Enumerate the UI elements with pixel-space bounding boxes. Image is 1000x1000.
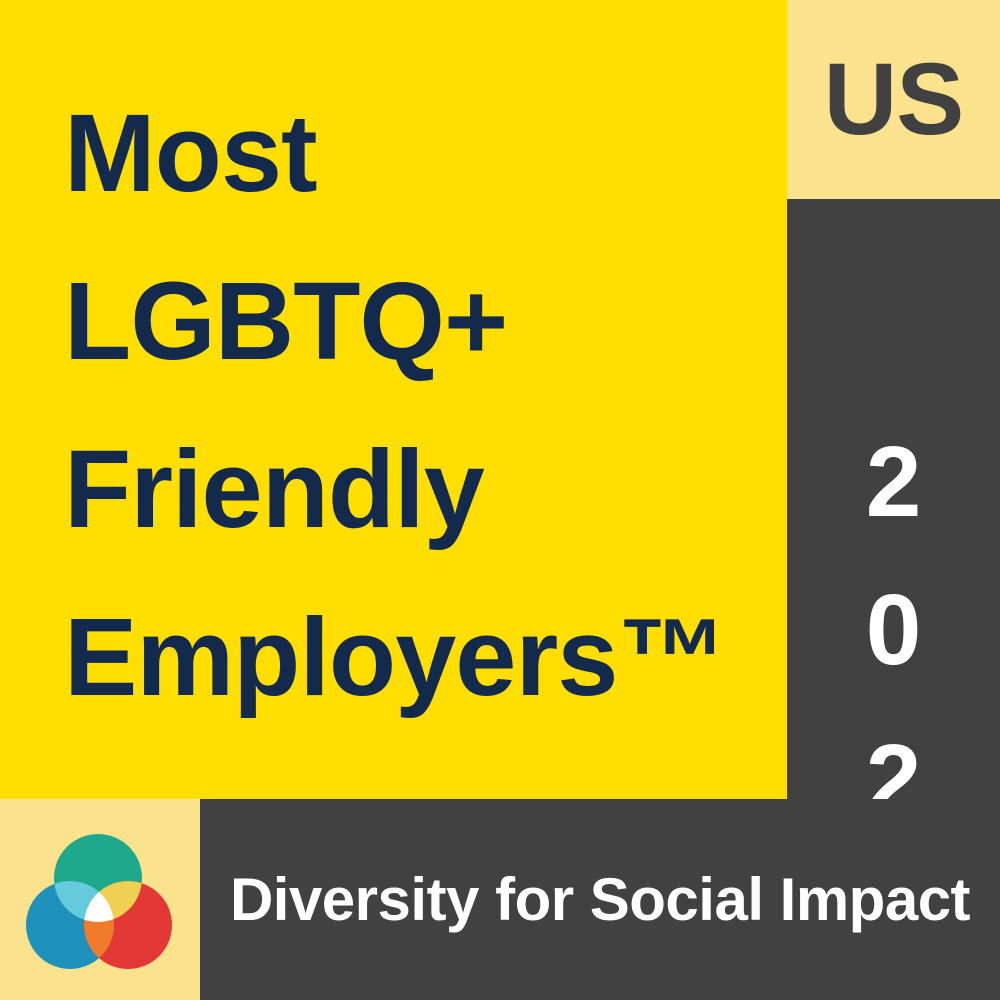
logo-box [0, 799, 200, 1000]
logo-center-white [84, 881, 114, 922]
year-digit: 0 [865, 574, 922, 686]
year-digit: 2 [865, 426, 922, 538]
title-line: LGBTQ+ [64, 260, 508, 383]
footer-bar: Diversity for Social Impact [200, 799, 1000, 1000]
year-strip: 2 0 2 4 [787, 199, 1000, 980]
badge-title: Most LGBTQ+ Friendly Employers™ [64, 70, 727, 742]
title-line: Employers™ [64, 596, 727, 719]
title-line: Most [64, 92, 318, 215]
title-line: Friendly [64, 428, 485, 551]
region-label: US [823, 42, 965, 156]
main-title-panel: Most LGBTQ+ Friendly Employers™ [0, 0, 787, 799]
diversity-venn-circles-logo [26, 834, 172, 969]
footer-text: Diversity for Social Impact [229, 866, 971, 933]
region-box: US [787, 0, 1000, 199]
